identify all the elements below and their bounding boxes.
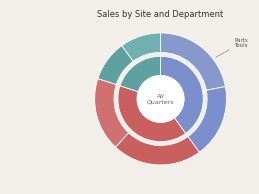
- Wedge shape: [118, 86, 186, 142]
- Text: All
Quarters: All Quarters: [147, 94, 174, 104]
- Wedge shape: [116, 133, 199, 165]
- Text: Parts
Tools: Parts Tools: [216, 38, 248, 57]
- Text: Sales by Site and Department: Sales by Site and Department: [97, 10, 224, 19]
- Wedge shape: [161, 33, 225, 90]
- Wedge shape: [120, 56, 161, 92]
- Circle shape: [137, 76, 184, 122]
- Wedge shape: [188, 87, 227, 152]
- Wedge shape: [98, 46, 133, 85]
- Wedge shape: [161, 56, 203, 133]
- Wedge shape: [122, 33, 161, 61]
- Wedge shape: [95, 79, 129, 147]
